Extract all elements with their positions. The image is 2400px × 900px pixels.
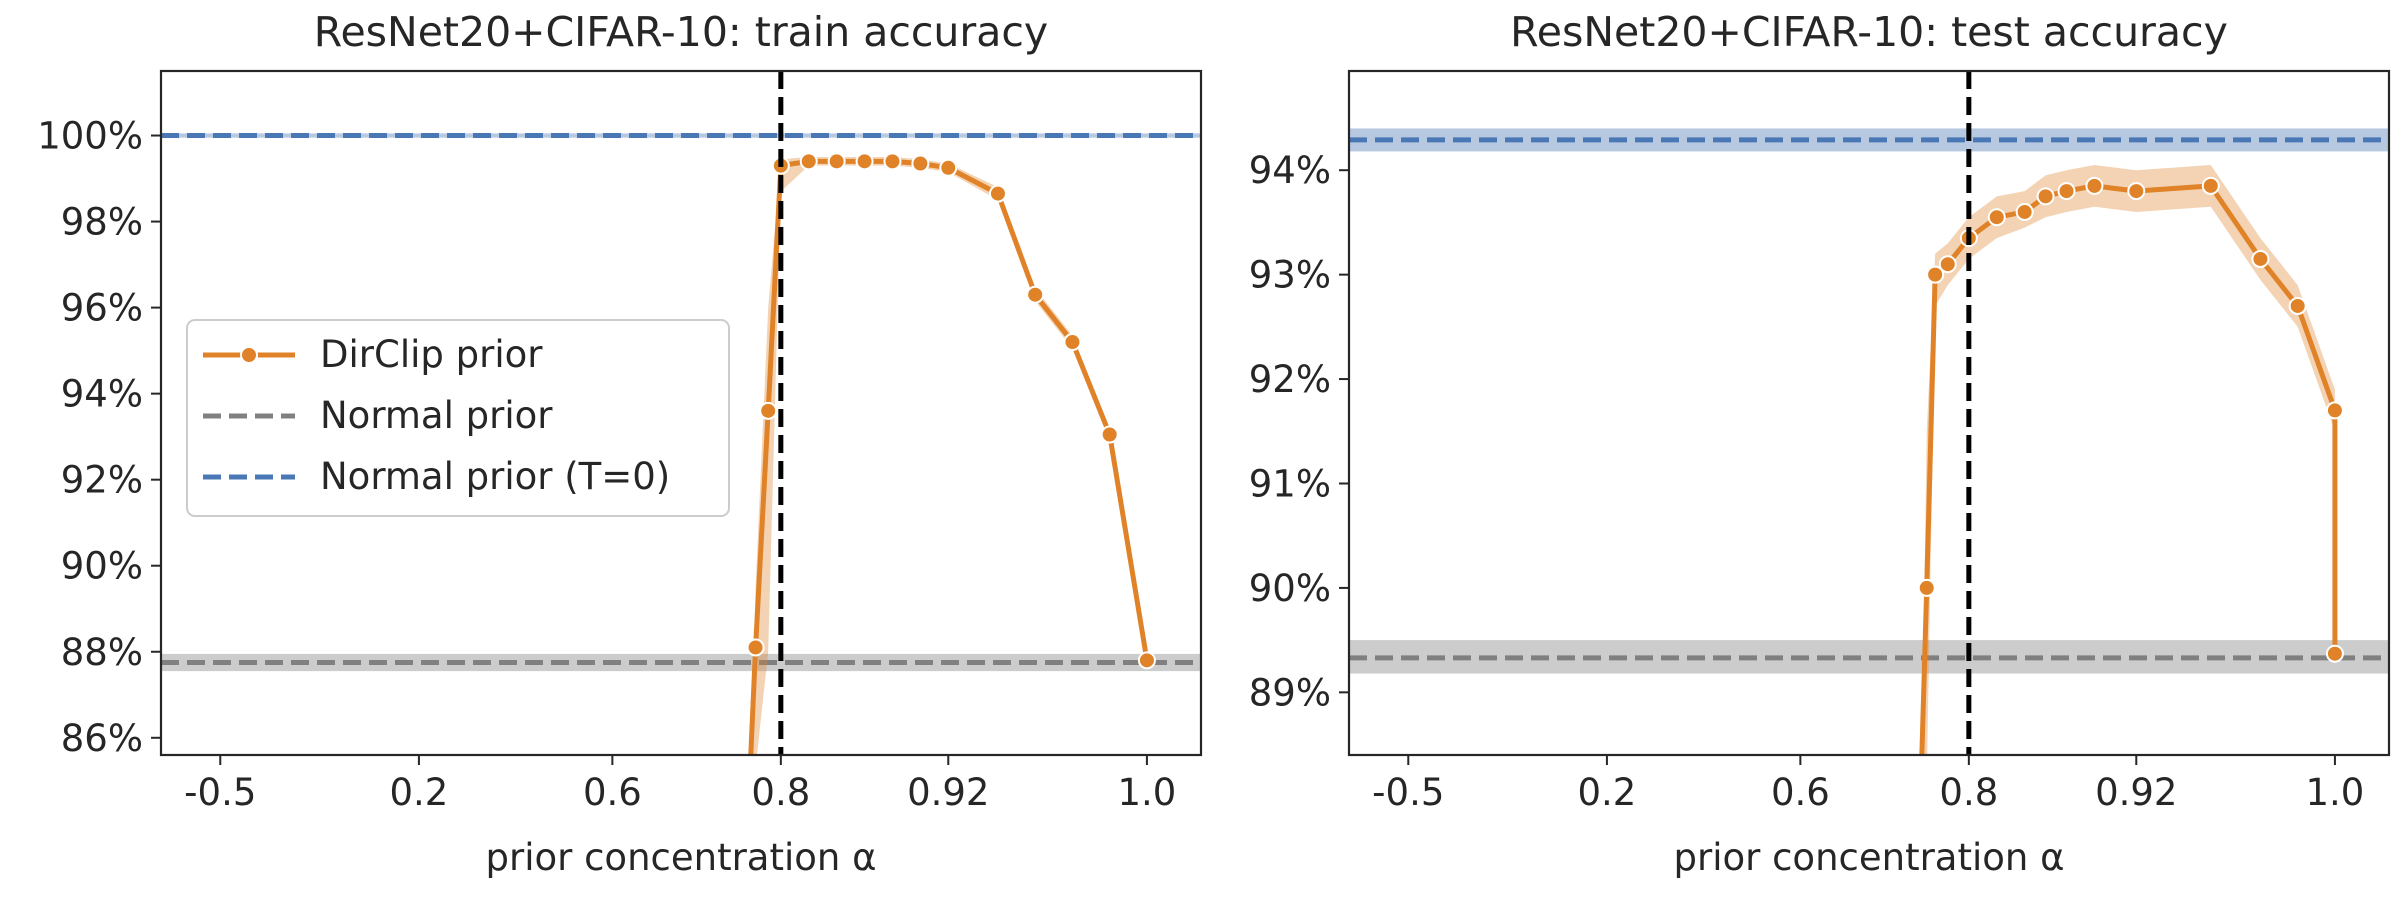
dirclip-point (2325, 644, 2344, 663)
train-accuracy-chart: ResNet20+CIFAR-10: train accuracy 86% 88%… (37, 8, 1203, 879)
legend-label-dirclip: DirClip prior (320, 333, 543, 376)
dirclip-point (988, 184, 1007, 203)
x-axis-label: prior concentration α (1674, 836, 2065, 879)
dirclip-confidence-band (750, 157, 1147, 755)
test-accuracy-chart: ResNet20+CIFAR-10: test accuracy 89% 90% 9… (1249, 8, 2391, 879)
dirclip-line (1919, 183, 2338, 755)
dirclip-point (2015, 202, 2034, 221)
y-tick-label: 90% (1249, 567, 1331, 610)
x-tick-label: 1.0 (2305, 771, 2364, 814)
dirclip-point (1063, 333, 1082, 352)
x-tick-label: -0.5 (1372, 771, 1444, 814)
legend-dirclip-marker (240, 346, 258, 364)
dirclip-point (2288, 296, 2307, 315)
dirclip-point (911, 154, 930, 173)
y-tick-label: 88% (61, 631, 143, 674)
dirclip-point (2251, 249, 2270, 268)
y-tick-label: 93% (1249, 254, 1331, 297)
dirclip-point (1100, 425, 1119, 444)
x-tick-label: -0.5 (184, 771, 256, 814)
dirclip-point (746, 638, 765, 657)
x-tick-label: 0.2 (389, 771, 448, 814)
y-tick-label: 96% (61, 287, 143, 330)
dirclip-point (799, 152, 818, 171)
y-tick-label: 90% (61, 545, 143, 588)
plot-frame (1347, 69, 2391, 757)
dirclip-point (855, 152, 874, 171)
dirclip-point (1938, 255, 1957, 274)
dirclip-point (2127, 182, 2146, 201)
legend-label-normal: Normal prior (320, 394, 553, 437)
dirclip-point (883, 152, 902, 171)
x-tick-label: 1.0 (1117, 771, 1176, 814)
dirclip-point (1917, 578, 1936, 597)
chart-title: ResNet20+CIFAR-10: test accuracy (1510, 8, 2228, 56)
dirclip-point (2036, 187, 2055, 206)
y-tick-label: 100% (37, 115, 143, 158)
dirclip-confidence-band (1921, 164, 2335, 755)
x-tick-label: 0.2 (1577, 771, 1636, 814)
dirclip-point (1926, 265, 1945, 284)
y-tick-label: 91% (1249, 462, 1331, 505)
x-tick-label: 0.6 (583, 771, 642, 814)
y-tick-label: 94% (61, 373, 143, 416)
dirclip-point (1026, 285, 1045, 304)
x-tick-label: 0.8 (1939, 771, 1998, 814)
chart-title: ResNet20+CIFAR-10: train accuracy (314, 8, 1048, 56)
y-tick-label: 89% (1249, 671, 1331, 714)
legend-frame (186, 319, 730, 517)
x-tick-label: 0.6 (1771, 771, 1830, 814)
x-tick-label: 0.92 (907, 771, 989, 814)
dirclip-point (2201, 176, 2220, 195)
y-tick-label: 92% (61, 459, 143, 502)
x-tick-label: 0.8 (751, 771, 810, 814)
y-tick-label: 86% (61, 717, 143, 760)
x-tick-label: 0.92 (2095, 771, 2177, 814)
dirclip-point (939, 158, 958, 177)
dirclip-point (1987, 208, 2006, 227)
y-tick-label: 98% (61, 201, 143, 244)
dirclip-point (2085, 176, 2104, 195)
plot-frame (159, 69, 1203, 757)
dirclip-point (2057, 182, 2076, 201)
x-axis-label: prior concentration α (486, 836, 877, 879)
dirclip-point (827, 152, 846, 171)
legend: DirClip prior Normal prior Normal prior … (186, 319, 730, 517)
dirclip-point (1137, 651, 1156, 670)
y-tick-label: 92% (1249, 358, 1331, 401)
legend-label-normal-t0: Normal prior (T=0) (320, 455, 670, 498)
dirclip-point (759, 401, 778, 420)
dirclip-point (2325, 401, 2344, 420)
y-tick-label: 94% (1249, 149, 1331, 192)
